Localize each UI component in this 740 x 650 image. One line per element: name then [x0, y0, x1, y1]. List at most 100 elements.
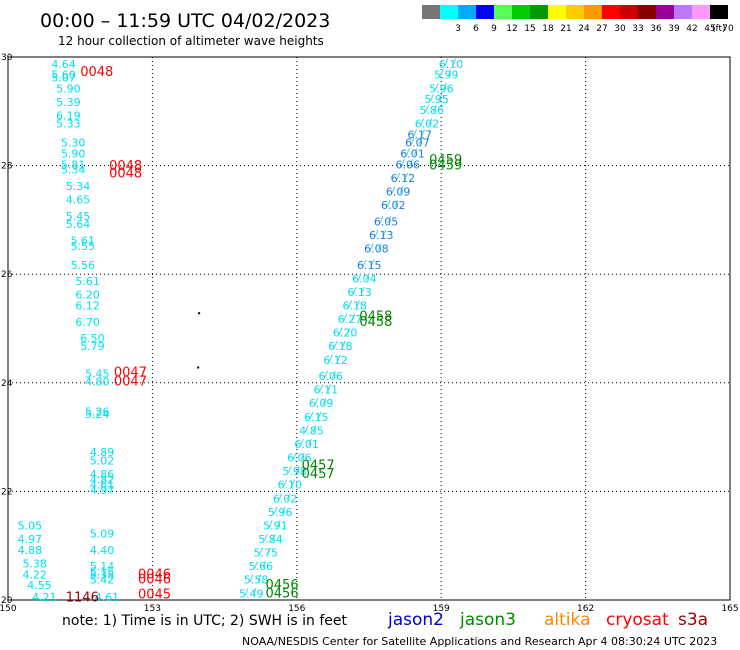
- swath-trace: [304, 425, 309, 433]
- swh-value: 4.21: [32, 591, 57, 604]
- satellite-name: altika: [544, 610, 591, 630]
- swh-value: 4.89: [90, 446, 115, 459]
- pass-time-label: 0047: [114, 375, 147, 390]
- swh-value: 5.34: [61, 164, 86, 177]
- swh-value: 6.09: [309, 397, 334, 410]
- swath-trace: [391, 186, 396, 194]
- satellite-name: jason3: [459, 610, 516, 630]
- swath-trace: [374, 229, 379, 238]
- swh-observations: 4.645.605.075.905.396.195.335.305.905.81…: [18, 58, 464, 604]
- legend-label: 27: [596, 24, 607, 34]
- swath-trace: [262, 560, 267, 569]
- legend-label: 15: [524, 24, 535, 34]
- swath-trace: [299, 438, 304, 447]
- satellite-legend: jason2 jason3 altika cryosat s3a: [387, 610, 708, 630]
- pass-time-label: 0047: [114, 365, 147, 380]
- swh-value: 5.38: [22, 557, 47, 570]
- swh-value: 4.61: [90, 479, 115, 492]
- legend-label: 36: [650, 24, 662, 34]
- swath-trace: [447, 69, 452, 77]
- swh-value: 5.60: [51, 69, 76, 82]
- legend-label: 42: [686, 24, 697, 34]
- legend-label: 18: [542, 24, 554, 34]
- swath-trace: [259, 547, 263, 555]
- legend-label: 21: [560, 24, 571, 34]
- legend-swatch: [656, 5, 674, 19]
- swh-value: 6.70: [75, 316, 100, 329]
- swh-value: 6.04: [352, 272, 377, 285]
- swh-value: 6.17: [408, 128, 433, 141]
- pass-time-labels: 0048004800480047004700460046004511460459…: [66, 65, 463, 606]
- point-marker: [198, 312, 201, 315]
- swh-value: 6.15: [357, 259, 382, 272]
- swh-value: 5.96: [268, 506, 293, 519]
- swath-trace: [271, 533, 276, 542]
- swh-value: 6.10: [439, 58, 464, 71]
- swh-value: 4.80: [85, 376, 110, 389]
- swh-value: 5.86: [420, 104, 445, 117]
- swath-trace: [399, 186, 404, 194]
- swh-value: 4.97: [18, 533, 43, 546]
- swh-value: 6.11: [314, 384, 339, 397]
- swath-trace: [273, 506, 278, 515]
- pass-time-label: 0456: [266, 586, 299, 601]
- legend-label: 9: [491, 24, 497, 34]
- swh-value: 6.06: [287, 452, 312, 465]
- legend-swatch: [710, 5, 728, 19]
- satellite-name: s3a: [678, 610, 708, 630]
- swath-trace: [439, 69, 444, 77]
- pass-time-label: 1146: [66, 591, 99, 606]
- swath-trace: [425, 104, 429, 113]
- swath-trace: [287, 465, 292, 474]
- swath-trace: [312, 425, 317, 433]
- swath-trace: [405, 148, 410, 156]
- swh-value: 5.81: [61, 158, 86, 171]
- swh-value: 6.01: [294, 438, 319, 451]
- satellite-name: jason2: [387, 610, 444, 630]
- swath-trace: [413, 129, 417, 137]
- swath-trace: [322, 398, 327, 406]
- swath-trace: [317, 411, 322, 420]
- swath-trace: [444, 58, 449, 67]
- swh-value: 4.85: [299, 424, 324, 437]
- swh-value: 6.50: [80, 332, 105, 345]
- pass-time-label: 0457: [302, 467, 335, 482]
- swath-trace: [356, 300, 360, 308]
- color-legend: 3 6 9 12 15 18 21 24 27 30 33 36 39 42 45 70: [422, 5, 734, 34]
- legend-swatch: [674, 5, 692, 19]
- swh-value: 6.10: [278, 479, 303, 492]
- legend-swatch: [692, 5, 710, 19]
- swh-value: 5.42: [90, 574, 115, 587]
- pass-time-label: 0458: [359, 315, 392, 330]
- swh-value: 5.26: [85, 405, 110, 418]
- swh-value: 6.20: [333, 327, 358, 340]
- swh-value: 6.15: [304, 411, 329, 424]
- swh-value: 5.45: [85, 367, 110, 380]
- legend-label: 24: [578, 24, 590, 34]
- swh-value: 6.09: [386, 185, 411, 198]
- swh-value: 6.27: [338, 313, 363, 326]
- swh-value: 6.13: [369, 229, 394, 242]
- y-tick-labels: 30 28 26 24 22 20: [1, 53, 13, 606]
- swath-trace: [268, 520, 273, 528]
- swath-trace: [267, 547, 271, 555]
- swath-trace: [382, 229, 387, 238]
- swh-value: 5.56: [71, 259, 96, 272]
- swath-trace: [387, 216, 392, 224]
- swh-value: 5.66: [249, 560, 274, 573]
- pass-time-label: 0048: [109, 167, 142, 182]
- swath-trace: [307, 438, 312, 447]
- pass-time-label: 0046: [138, 573, 171, 588]
- swath-trace: [401, 159, 405, 167]
- legend-swatch: [566, 5, 584, 19]
- pass-time-label: 0459: [429, 158, 462, 173]
- swath-trace: [249, 574, 254, 582]
- x-tick-label: 156: [288, 604, 305, 614]
- legend-swatch: [548, 5, 566, 19]
- swath-trace: [365, 273, 370, 281]
- swh-value: 5.99: [434, 69, 459, 82]
- swh-value: 5.35: [90, 568, 115, 581]
- legend-swatch: [512, 5, 530, 19]
- credit-text: NOAA/NESDIS Center for Satellite Applica…: [242, 635, 575, 648]
